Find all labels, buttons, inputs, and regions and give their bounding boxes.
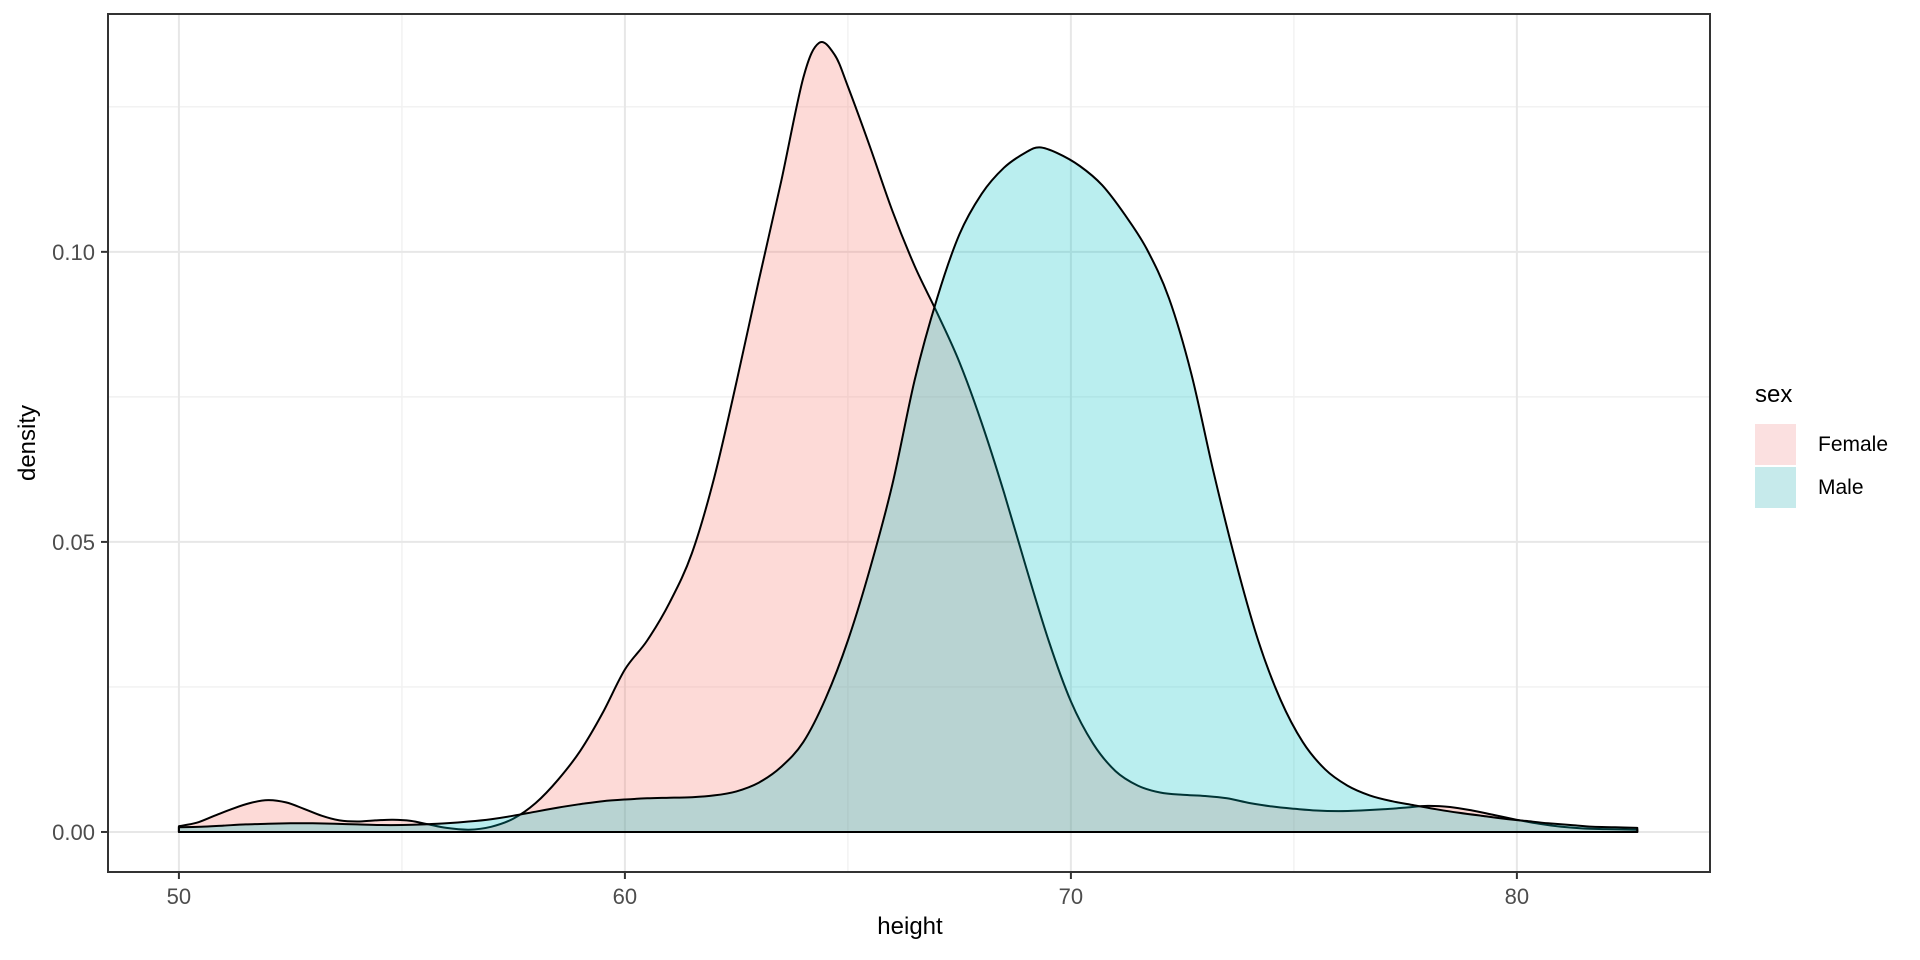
y-tick-label: 0.10 [52, 240, 95, 265]
x-axis-title: height [877, 913, 943, 940]
legend-swatch-female [1755, 424, 1796, 465]
x-tick-label: 70 [1059, 884, 1083, 909]
legend-item-male: Male [1755, 467, 1888, 508]
legend-label-female: Female [1818, 432, 1889, 456]
y-tick-label: 0.05 [52, 530, 95, 555]
panel-border [107, 13, 1711, 873]
legend-title: sex [1755, 381, 1793, 408]
legend-swatch-male [1755, 467, 1796, 508]
minor-gridlines [108, 14, 1710, 872]
legend-label-male: Male [1818, 475, 1864, 499]
male-density-area [177, 146, 1639, 833]
legend: sex Female Male [1755, 381, 1888, 510]
female-density-area [177, 41, 1639, 833]
axis-tick-marks [101, 250, 1518, 879]
x-tick-label: 80 [1505, 884, 1529, 909]
legend-items: Female Male [1755, 424, 1888, 508]
y-tick-label: 0.00 [52, 820, 95, 845]
density-areas [177, 41, 1639, 833]
y-axis-title: density [14, 404, 41, 482]
x-tick-label: 50 [167, 884, 191, 909]
legend-item-female: Female [1755, 424, 1888, 465]
axis-tick-labels: 50 60 70 80 0.00 0.05 0.10 [52, 240, 1529, 909]
x-tick-label: 60 [613, 884, 637, 909]
